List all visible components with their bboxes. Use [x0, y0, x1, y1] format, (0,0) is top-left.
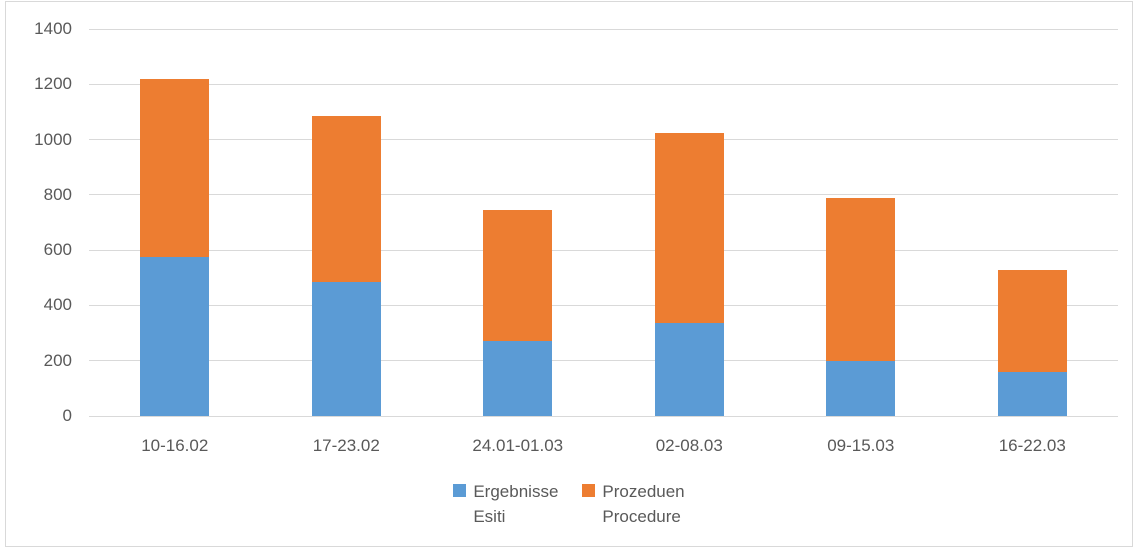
bar-segment	[140, 257, 210, 416]
legend-label: Ergebnisse Esiti	[473, 479, 558, 529]
legend-label: Prozeduen Procedure	[602, 479, 684, 529]
gridline	[89, 249, 1118, 251]
x-category-label: 02-08.03	[655, 436, 723, 455]
y-tick-label: 600	[43, 240, 72, 260]
gridline	[89, 304, 1118, 306]
x-category-label: 17-23.02	[312, 436, 380, 455]
bar-segment	[311, 281, 381, 416]
bar-segment	[654, 323, 724, 416]
chart-frame: 0 200 400 600 800 1000 1200 1400 10-16.02 17-23.…	[5, 1, 1133, 547]
x-category-label: 10-16.02	[141, 436, 209, 455]
legend: Ergebnisse Esiti Prozeduen Procedure	[6, 479, 1132, 529]
gridline	[89, 28, 1118, 30]
legend-label-line: Prozeduen	[602, 482, 685, 501]
bar-segment	[997, 371, 1067, 416]
x-category-label: 24.01-01.03	[472, 436, 564, 455]
bar-segment	[311, 116, 381, 282]
gridline	[89, 360, 1118, 362]
x-axis: 10-16.02 17-23.02 24.01-01.03 02-08.03 09-15…	[89, 434, 1118, 460]
bar-segment	[483, 341, 553, 416]
legend-swatch	[453, 484, 467, 497]
legend-label-line: Esiti	[473, 507, 506, 526]
bar-segment	[140, 78, 210, 258]
y-tick-label: 1200	[34, 74, 72, 94]
y-tick-label: 0	[62, 406, 72, 425]
legend-item: Prozeduen Procedure	[582, 479, 685, 529]
plot-area	[89, 28, 1118, 417]
y-tick-label: 800	[43, 184, 72, 204]
bar-segment	[483, 210, 553, 342]
y-tick-label: 200	[43, 350, 72, 370]
legend-item: Ergebnisse Esiti	[453, 479, 558, 529]
legend-label-line: Procedure	[602, 507, 681, 526]
gridline	[89, 415, 1118, 417]
x-category-label: 09-15.03	[827, 436, 895, 455]
bar-segment	[826, 197, 896, 361]
x-category-label: 16-22.03	[998, 436, 1066, 455]
legend-label-line: Ergebnisse	[473, 482, 559, 501]
y-tick-label: 1000	[34, 129, 72, 149]
y-tick-label: 400	[43, 295, 72, 315]
legend-swatch	[582, 484, 596, 497]
gridline	[89, 194, 1118, 196]
y-tick-label: 1400	[34, 19, 72, 38]
bar-segment	[997, 269, 1067, 372]
gridline	[89, 139, 1118, 141]
gridline	[89, 83, 1118, 85]
y-axis: 0 200 400 600 800 1000 1200 1400	[6, 19, 72, 425]
bar-segment	[654, 132, 724, 324]
bar-segment	[826, 360, 896, 416]
